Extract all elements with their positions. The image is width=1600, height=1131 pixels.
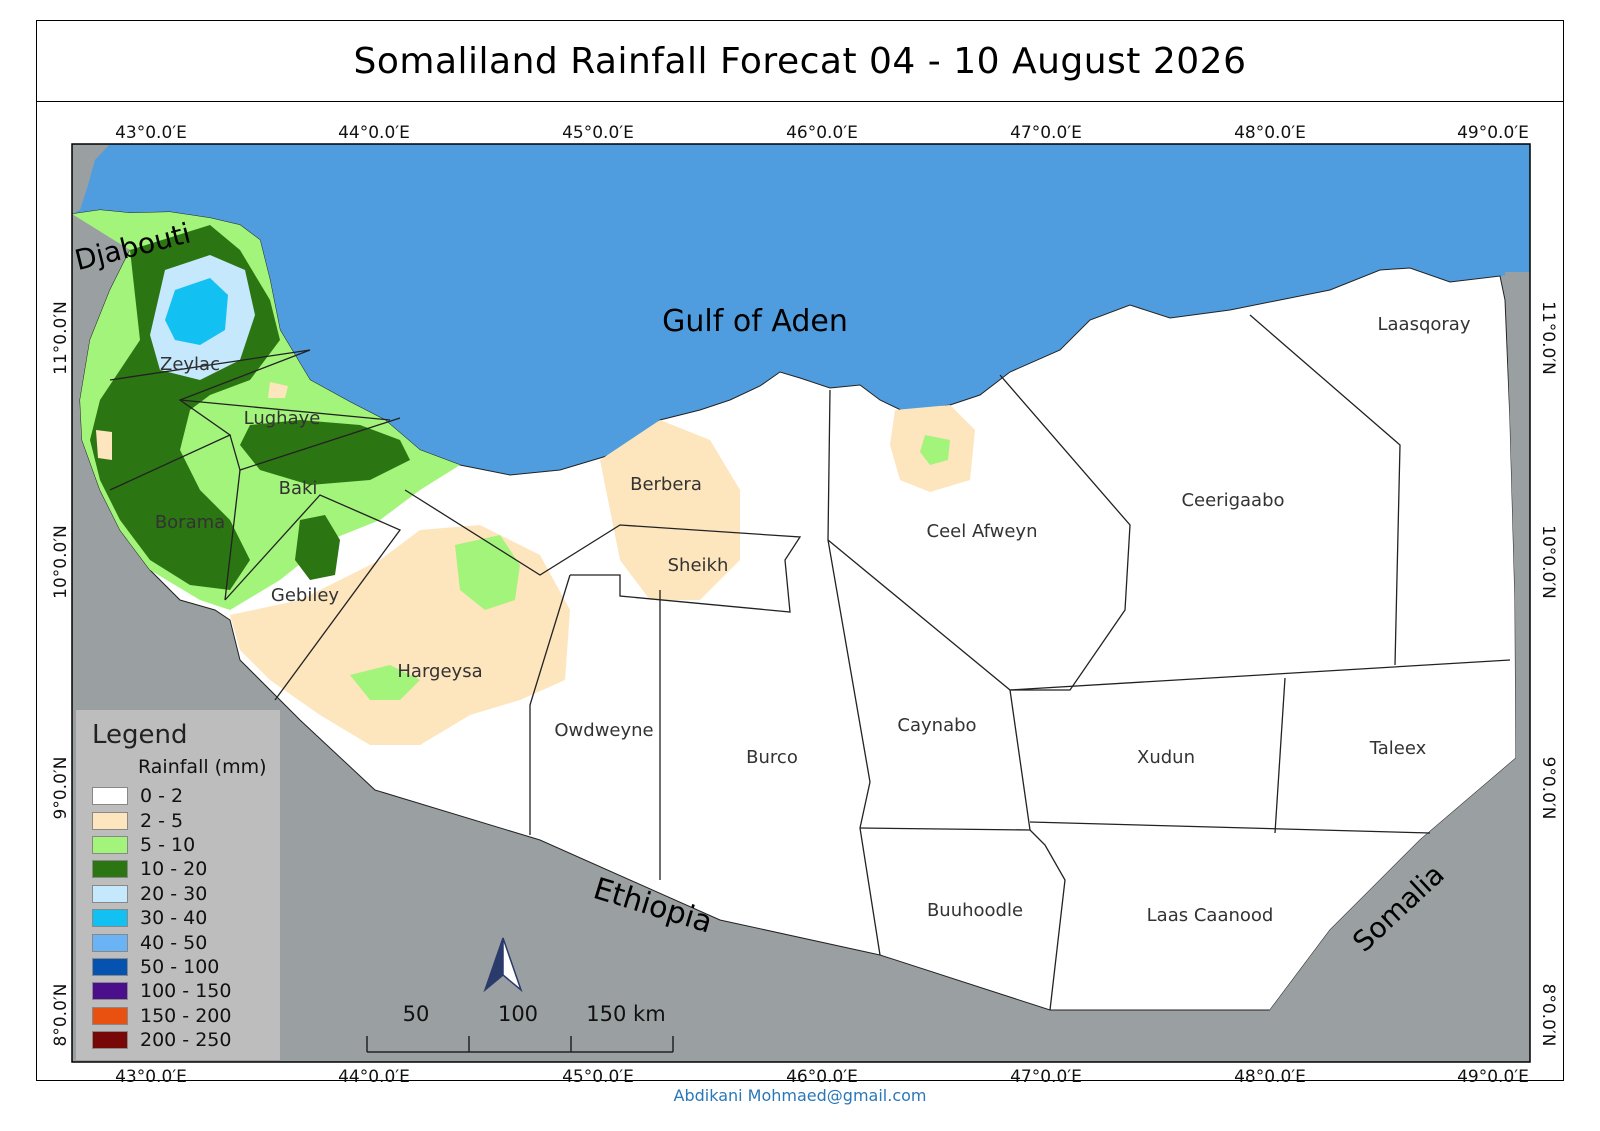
- legend-label: 150 - 200: [140, 1004, 232, 1027]
- lon-tick-bottom: 43°0.0′E: [115, 1067, 187, 1087]
- district-label: Hargeysa: [397, 661, 482, 682]
- district-label: Borama: [155, 512, 225, 533]
- district-boundaries: [109, 314, 1511, 1011]
- legend-swatch: [92, 884, 128, 903]
- district-label: Laasqoray: [1378, 314, 1471, 335]
- district-label: Laas Caanood: [1147, 905, 1274, 926]
- lat-tick-right: 9°0.0′N: [1538, 757, 1558, 820]
- legend-label: 5 - 10: [140, 833, 196, 856]
- lon-tick-top: 49°0.0′E: [1457, 123, 1529, 143]
- district-label: Taleex: [1369, 738, 1427, 759]
- lon-tick-bottom: 44°0.0′E: [338, 1067, 410, 1087]
- district-label: Gebiley: [271, 585, 340, 606]
- lon-tick-top: 45°0.0′E: [562, 123, 634, 143]
- map-title: Somaliland Rainfall Forecat 04 - 10 Augu…: [353, 40, 1247, 82]
- scale-label: 150 km: [586, 1002, 665, 1026]
- district-label: Buuhoodle: [927, 900, 1023, 921]
- lon-tick-bottom: 49°0.0′E: [1457, 1067, 1529, 1087]
- scale-label: 100: [498, 1002, 538, 1026]
- legend-swatch: [92, 1031, 128, 1050]
- legend-label: 40 - 50: [140, 931, 208, 954]
- legend-label: 100 - 150: [140, 980, 232, 1003]
- legend-item: 100 - 150: [92, 979, 280, 1003]
- legend-swatch: [92, 957, 128, 976]
- lat-tick-left: 11°0.0′N: [51, 301, 71, 375]
- lon-tick-bottom: 46°0.0′E: [786, 1067, 858, 1087]
- district-label: Sheikh: [668, 555, 729, 576]
- legend-label: 0 - 2: [140, 785, 184, 808]
- lon-tick-bottom: 48°0.0′E: [1234, 1067, 1306, 1087]
- legend-item: 5 - 10: [92, 833, 280, 857]
- district-label: Caynabo: [897, 715, 976, 736]
- legend-item: 0 - 2: [92, 784, 280, 808]
- lon-tick-top: 46°0.0′E: [786, 123, 858, 143]
- map-title-box: Somaliland Rainfall Forecat 04 - 10 Augu…: [36, 20, 1564, 102]
- lat-tick-right: 8°0.0′N: [1538, 984, 1558, 1047]
- legend-title: Legend: [92, 720, 188, 750]
- legend-item: 40 - 50: [92, 930, 280, 954]
- district-label: Zeylac: [160, 354, 220, 375]
- map-frame: [36, 101, 1564, 1081]
- legend-item: 200 - 250: [92, 1028, 280, 1052]
- legend-label: 50 - 100: [140, 955, 220, 978]
- lat-tick-left: 9°0.0′N: [51, 757, 71, 820]
- legend-swatch: [92, 787, 128, 806]
- district-label: Ceerigaabo: [1181, 490, 1284, 511]
- legend-item: 150 - 200: [92, 1004, 280, 1028]
- legend-item: 30 - 40: [92, 906, 280, 930]
- scale-label: 50: [403, 1002, 430, 1026]
- lat-tick-right: 11°0.0′N: [1538, 301, 1558, 375]
- legend-unit: Rainfall (mm): [138, 756, 267, 778]
- district-label: Ceel Afweyn: [927, 521, 1038, 542]
- district-label: Berbera: [630, 474, 702, 495]
- legend-label: 30 - 40: [140, 907, 208, 930]
- district-label: Xudun: [1137, 747, 1195, 768]
- legend-label: 200 - 250: [140, 1029, 232, 1052]
- sea-label: Gulf of Aden: [662, 304, 848, 339]
- lon-tick-top: 44°0.0′E: [338, 123, 410, 143]
- lon-tick-bottom: 47°0.0′E: [1010, 1067, 1082, 1087]
- lon-tick-top: 47°0.0′E: [1010, 123, 1082, 143]
- lat-tick-left: 10°0.0′N: [51, 525, 71, 599]
- lon-tick-top: 48°0.0′E: [1234, 123, 1306, 143]
- north-arrow-icon: [483, 937, 523, 993]
- somalia-land: [1220, 272, 1530, 1062]
- district-label: Baki: [279, 478, 318, 499]
- djibouti-land: [72, 144, 110, 214]
- legend-swatch: [92, 811, 128, 830]
- author-email: Abdikani Mohmaed@gmail.com: [673, 1086, 927, 1105]
- lat-tick-right: 10°0.0′N: [1538, 525, 1558, 599]
- legend-label: 10 - 20: [140, 858, 208, 881]
- legend-swatch: [92, 860, 128, 879]
- lon-tick-top: 43°0.0′E: [115, 123, 187, 143]
- legend-item: 20 - 30: [92, 882, 280, 906]
- legend-label: 2 - 5: [140, 809, 184, 832]
- map-border: [71, 143, 1531, 1063]
- legend-label: 20 - 30: [140, 882, 208, 905]
- legend-swatch: [92, 933, 128, 952]
- gulf-of-aden: [72, 144, 1530, 475]
- legend-item: 50 - 100: [92, 955, 280, 979]
- scale-bar: 50 100 150 km: [366, 1002, 674, 1053]
- lon-tick-bottom: 45°0.0′E: [562, 1067, 634, 1087]
- legend-swatch: [92, 835, 128, 854]
- district-label: Lughaye: [244, 408, 321, 429]
- legend-item: 10 - 20: [92, 857, 280, 881]
- legend-swatch: [92, 909, 128, 928]
- legend-item: 2 - 5: [92, 808, 280, 832]
- lat-tick-left: 8°0.0′N: [51, 984, 71, 1047]
- legend-swatch: [92, 982, 128, 1001]
- legend-swatch: [92, 1006, 128, 1025]
- district-label: Owdweyne: [554, 720, 653, 741]
- rainfall-zones: [72, 210, 975, 745]
- district-label: Burco: [746, 747, 798, 768]
